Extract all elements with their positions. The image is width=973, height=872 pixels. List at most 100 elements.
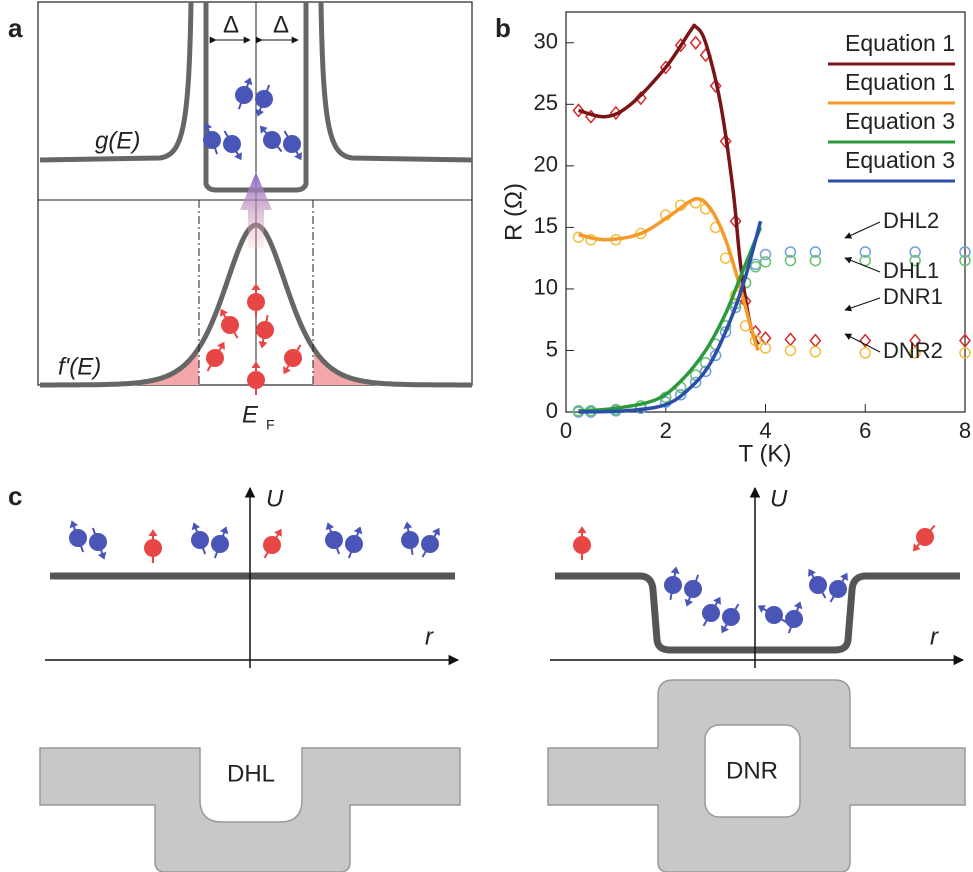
panel-label: b [495,13,511,43]
marker [859,333,872,348]
gap-label: Δ [223,11,239,38]
derivative-label: f'(E) [58,353,101,380]
fit-line [578,197,760,351]
x-axis-title: T (K) [739,440,792,467]
spin-arrow [71,523,85,553]
spin-arrow [263,531,281,559]
marker [959,333,971,348]
spin-head [251,361,261,368]
marker [859,246,871,258]
region-label: DHL [227,760,275,787]
spin-arrow [702,599,720,627]
annotation: DHL2 [883,208,939,233]
spin-arrow [327,525,341,555]
spin-arrow [914,524,936,550]
panel-label: c [8,481,22,511]
marker [959,347,971,359]
marker [809,254,822,267]
spin-arrow [722,603,740,631]
y-tick-label: 20 [534,152,558,177]
spin-head [234,152,242,161]
y-tick-label: 0 [546,398,558,423]
spin-arrow [205,125,219,155]
marker [709,78,722,94]
spin-arrow [406,525,414,555]
spin-arrow [193,525,207,555]
spin-arrow [787,604,801,634]
marker [572,103,585,118]
spin-head [148,529,158,536]
spin-arrow [261,315,269,345]
legend-label: Equation 1 [845,30,955,56]
spins [69,77,936,634]
spin-head [258,341,268,349]
x-tick-label: 8 [959,418,971,443]
panel-c: c U r DHL U r DNR [8,481,966,872]
spin-arrow [257,84,271,114]
tail-fill [313,349,472,385]
panel-a: a Δ Δ g(E) f'(E) E F [8,1,473,433]
spin-head [403,521,413,529]
spin-arrow [91,527,105,557]
spin-head [255,108,265,117]
spin-head [251,283,261,290]
y-tick-label: 30 [534,29,558,54]
spin-arrow [669,570,677,600]
spin-arrow [261,127,283,153]
axis-label-sub: F [266,417,275,433]
marker [759,248,772,261]
region-label: DNR [726,757,778,784]
potential [555,572,960,654]
spin-head [220,308,228,317]
spin-head [203,122,213,131]
panel-label: a [8,13,23,43]
marker [749,261,762,273]
annotation-arrow [844,257,881,273]
legend-label: Equation 3 [845,108,955,134]
spin-head [294,152,302,161]
transition-arrow [240,172,272,248]
spin-head [432,527,440,536]
spin-head [808,568,816,577]
spin-arrow [206,344,224,372]
region-shape [39,747,461,872]
spin-head [217,341,225,350]
spin-head [283,366,291,375]
spin-head [670,566,680,574]
spin-arrow [421,530,439,558]
fit-line [578,23,760,346]
marker [759,256,772,268]
legend-label: Equation 3 [845,147,955,173]
marker [784,246,797,258]
marker [784,344,797,357]
marker [674,389,687,401]
axis-label: U [266,485,284,512]
annotation-arrow [844,297,881,312]
y-tick-label: 25 [534,90,558,115]
marker [689,376,702,389]
marker [719,326,732,338]
y-tick-label: 15 [534,213,558,238]
annotation: DHL1 [883,258,939,283]
annotation-arrow [844,221,881,239]
spin-arrow [213,529,227,559]
marker [809,333,822,348]
x-tick-label: 2 [660,418,672,443]
marker [859,347,871,359]
spin-head [219,526,229,535]
marker [909,347,921,359]
x-tick-label: 4 [759,418,771,443]
x-tick-label: 0 [560,418,572,443]
spin-head [840,572,848,581]
marker [909,254,921,267]
spin-arrow [686,574,700,604]
spin-head [191,522,201,531]
spin-head [757,605,766,613]
spin-arrow [347,529,361,559]
legend-label: Equation 1 [845,69,955,95]
spin-arrow [223,130,241,158]
spin-head [259,125,268,134]
spin-arrow [221,311,239,339]
spin-arrow [829,575,847,603]
marker [784,254,797,267]
